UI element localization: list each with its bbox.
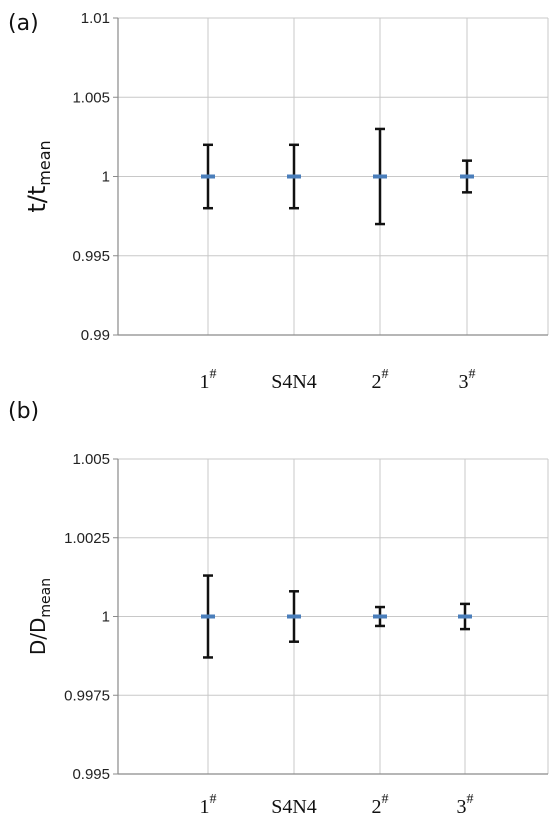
mean-marker: [460, 174, 474, 179]
y-tick-label: 1: [102, 169, 110, 186]
category-label: 2#: [372, 792, 389, 818]
y-tick-label: 1.01: [81, 10, 110, 27]
category-label: 1#: [200, 792, 217, 818]
panel-label: (b): [8, 399, 39, 424]
y-axis-label: D/Dmean: [26, 578, 54, 655]
y-tick-label: 1.005: [72, 89, 110, 106]
y-tick-label: 0.995: [72, 766, 110, 783]
y-tick-label: 0.99: [81, 327, 110, 344]
y-tick-label: 0.995: [72, 248, 110, 265]
y-tick-label: 0.9975: [64, 687, 110, 704]
mean-marker: [287, 174, 301, 179]
y-tick-label: 1.0025: [64, 530, 110, 547]
category-label: 1#: [200, 367, 217, 393]
y-tick-label: 1.005: [72, 451, 110, 468]
category-label: 2#: [372, 367, 389, 393]
mean-marker: [458, 614, 472, 619]
mean-marker: [373, 614, 387, 619]
y-axis-label: t/tmean: [23, 140, 54, 212]
y-tick-label: 1: [102, 609, 110, 626]
mean-marker: [201, 614, 215, 619]
panel-b: (b) 0.995 0.9975 1 1.0025 1.005 D/Dmean 1# S4N4 2…: [8, 399, 549, 818]
mean-marker: [373, 174, 387, 179]
panel-a: (a) 0.99 0.995 1 1.005 1.01 t/tmean 1# S4N4 2# 3#: [8, 10, 549, 393]
panel-label: (a): [8, 11, 39, 36]
mean-marker: [201, 174, 215, 179]
category-label: S4N4: [271, 371, 317, 393]
category-label: 3#: [459, 367, 476, 393]
mean-marker: [287, 614, 301, 619]
category-label: 3#: [457, 792, 474, 818]
category-label: S4N4: [271, 796, 317, 818]
